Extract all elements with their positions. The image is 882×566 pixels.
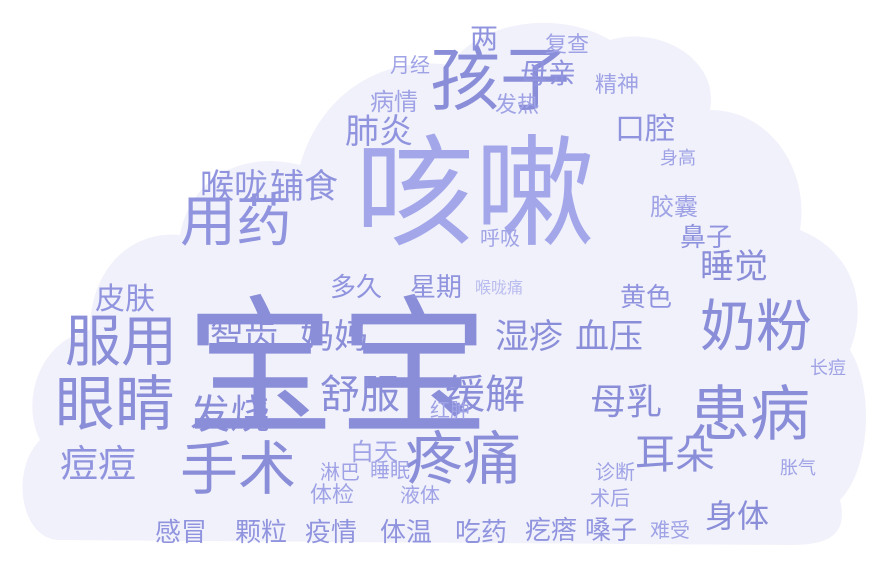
word: 呼吸 [480,226,520,250]
word: 胶囊 [650,193,698,221]
word: 黄色 [620,283,673,313]
word: 患病 [690,380,810,450]
word: 术后 [590,486,630,510]
word: 母亲 [520,57,577,90]
word: 红肿 [430,398,470,422]
word: 耳朵 [635,432,715,478]
word: 睡觉 [700,247,768,287]
word: 缓解 [445,372,525,418]
word: 发烧 [190,392,270,438]
word: 身体 [705,497,770,535]
word: 液体 [400,483,440,507]
word: 长痘 [810,358,846,379]
word: 难受 [650,518,690,542]
word: 身高 [660,148,696,169]
word: 舒服 [320,372,400,418]
word: 疼痛 [405,425,522,493]
word: 宝宝 [185,283,494,457]
word: 复查 [545,33,590,58]
word: 鼻子 [680,223,733,253]
word: 妈妈 [300,317,368,357]
word: 肺炎 [345,112,413,152]
word: 喉咙 [200,167,268,207]
word: 月经 [390,53,430,77]
word: 吃药 [455,518,508,548]
word: 精神 [595,73,640,98]
word: 用药 [180,190,292,255]
word: 嗓子 [585,516,638,546]
word: 病情 [370,88,418,116]
word: 淋巴 [320,460,360,484]
word: 手术 [180,435,297,503]
word: 智齿 [210,317,278,357]
word: 孩子 [430,39,570,121]
word: 多久 [330,273,383,303]
word: 血压 [575,317,643,357]
word: 体温 [380,518,433,548]
word: 白天 [350,438,398,466]
word: 奶粉 [700,295,812,360]
word: 疙瘩 [525,516,578,546]
word: 颗粒 [235,518,288,548]
word: 辅食 [270,167,338,207]
word: 发热 [495,93,540,118]
word: 胀气 [780,458,816,479]
word: 体检 [310,483,355,508]
word: 湿疹 [495,317,563,357]
word: 咳嗽 [355,125,595,264]
word: 眼睛 [55,370,175,440]
word: 口腔 [615,112,675,147]
word: 服用 [65,310,177,375]
word: 两 [470,22,499,55]
word: 皮肤 [95,282,155,317]
word: 痘痘 [60,442,137,486]
cloud-fill [22,22,867,545]
word: 母乳 [590,382,663,423]
word: 疫情 [305,518,358,548]
word: 睡眠 [370,458,410,482]
word: 感冒 [155,518,208,548]
word: 喉咙痛 [475,278,524,297]
word: 星期 [410,273,463,303]
word: 诊断 [595,460,635,484]
